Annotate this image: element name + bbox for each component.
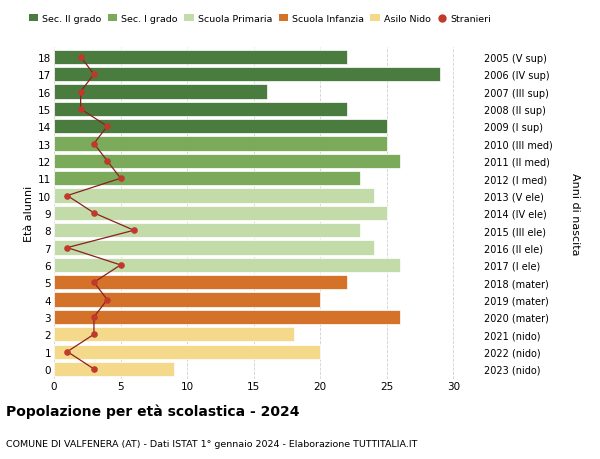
Point [62,192,72,200]
Point [129,227,139,235]
Bar [54,102,347,117]
Y-axis label: Anni di nascita: Anni di nascita [569,172,580,255]
Point [89,331,99,338]
Bar [54,85,267,100]
Point [116,262,125,269]
Point [89,313,99,321]
Bar [54,154,400,168]
Bar [54,241,373,255]
Text: Popolazione per età scolastica - 2024: Popolazione per età scolastica - 2024 [6,404,299,419]
Bar [54,189,373,203]
Point [76,89,85,96]
Legend: Sec. II grado, Sec. I grado, Scuola Primaria, Scuola Infanzia, Asilo Nido, Stran: Sec. II grado, Sec. I grado, Scuola Prim… [29,15,491,24]
Bar [54,120,387,134]
Point [89,365,99,373]
Bar [54,293,320,307]
Point [62,244,72,252]
Point [89,279,99,286]
Point [62,348,72,356]
Point [89,210,99,217]
Point [89,71,99,78]
Y-axis label: Età alunni: Età alunni [24,185,34,241]
Text: COMUNE DI VALFENERA (AT) - Dati ISTAT 1° gennaio 2024 - Elaborazione TUTTITALIA.: COMUNE DI VALFENERA (AT) - Dati ISTAT 1°… [6,439,418,448]
Bar [54,362,174,376]
Point [103,158,112,165]
Bar [54,172,360,186]
Point [89,140,99,148]
Point [116,175,125,183]
Bar [54,327,293,341]
Bar [54,68,440,82]
Bar [54,345,320,359]
Point [103,296,112,303]
Bar [54,310,400,325]
Bar [54,50,347,65]
Point [76,54,85,62]
Bar [54,258,400,273]
Bar [54,275,347,290]
Bar [54,137,387,151]
Bar [54,224,360,238]
Bar [54,207,387,220]
Point [103,123,112,131]
Point [76,106,85,113]
